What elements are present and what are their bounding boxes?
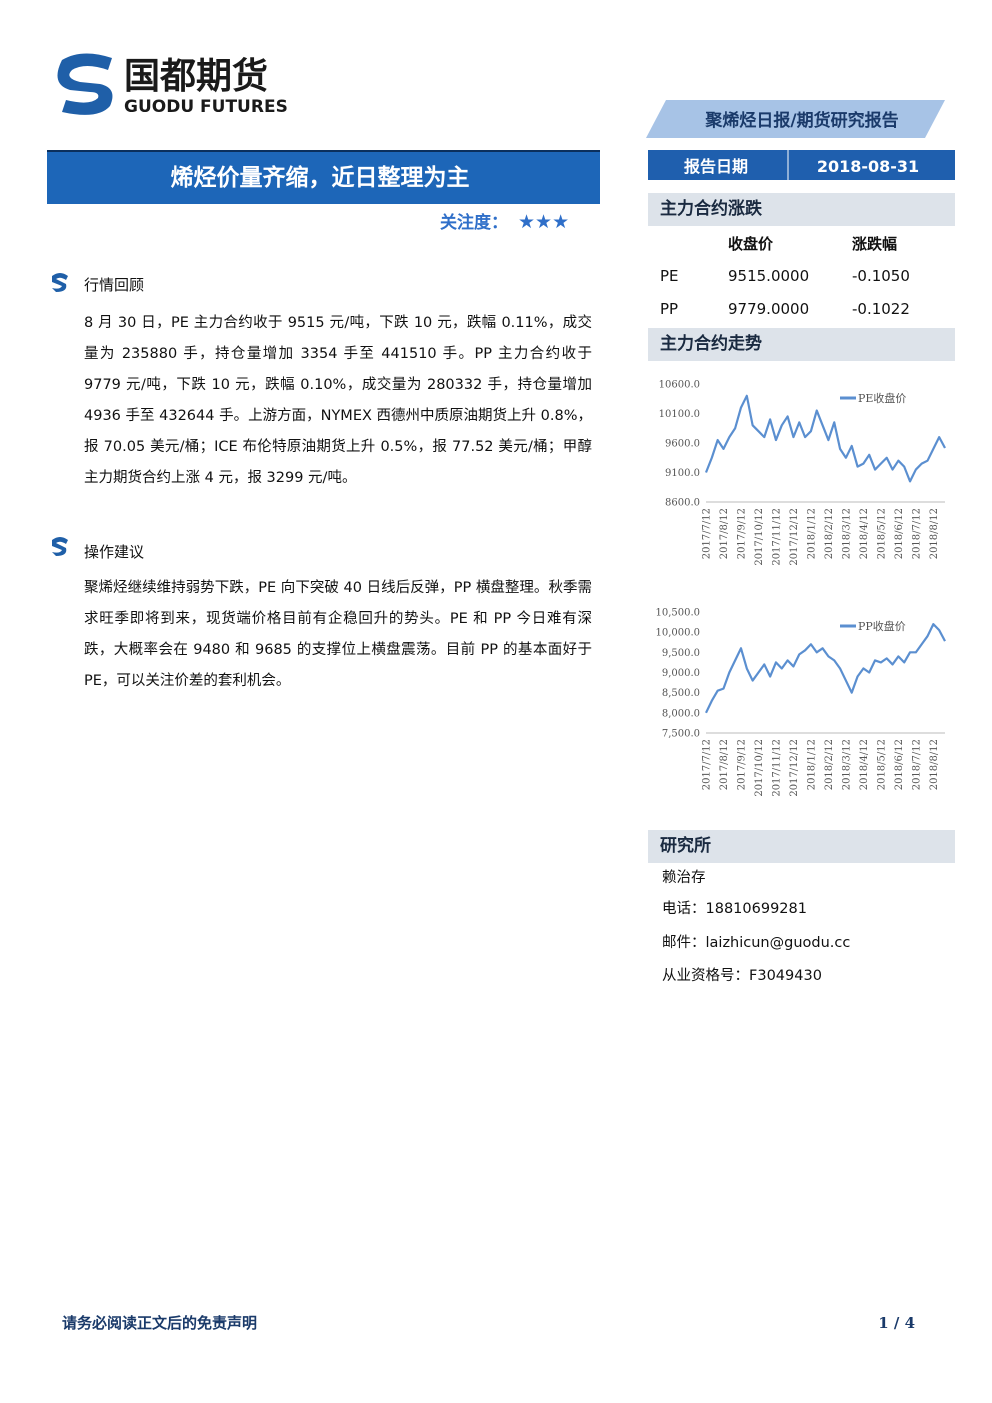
table-cell: PE — [660, 267, 679, 285]
legend-label: PE收盘价 — [858, 391, 906, 405]
email: 邮件：laizhicun@guodu.cc — [662, 935, 851, 951]
x-tick-label: 2017/8/12 — [719, 739, 730, 790]
price-line — [705, 623, 946, 714]
x-tick-label: 2017/12/12 — [789, 739, 800, 797]
y-tick-label: 8,500.0 — [662, 688, 700, 699]
y-tick-label: 10,500.0 — [655, 608, 700, 619]
section-heading: 行情回顾 — [84, 276, 145, 294]
x-tick-label: 2017/8/12 — [719, 508, 730, 559]
date-label: 报告日期 — [684, 157, 748, 176]
report-date: 2018-08-31 — [817, 157, 919, 176]
x-tick-label: 2018/3/12 — [841, 508, 852, 559]
table-cell: -0.1022 — [852, 300, 910, 318]
x-tick-label: 2017/10/12 — [754, 508, 765, 566]
x-tick-label: 2018/4/12 — [859, 739, 870, 790]
logo — [57, 53, 113, 115]
price-line — [704, 394, 946, 483]
section-header: 研究所 — [648, 830, 955, 863]
x-tick-label: 2018/1/12 — [806, 739, 817, 790]
x-tick-label: 2018/5/12 — [876, 508, 887, 559]
disclaimer: 请务必阅读正文后的免责声明 — [62, 1314, 257, 1332]
x-tick-label: 2018/3/12 — [841, 739, 852, 790]
y-tick-label: 9,500.0 — [662, 648, 700, 659]
section-heading: 操作建议 — [84, 543, 145, 561]
phone: 电话：18810699281 — [662, 901, 807, 917]
paragraph: 8 月 30 日，PE 主力合约收于 9515 元/吨，下跌 10 元，跌幅 0… — [84, 315, 592, 486]
section-header: 主力合约涨跌 — [648, 193, 955, 226]
title-bar — [47, 150, 600, 204]
x-tick-label: 2018/2/12 — [824, 739, 835, 790]
x-tick-label: 2017/7/12 — [702, 739, 713, 790]
x-tick-label: 2018/6/12 — [894, 739, 905, 790]
y-tick-label: 10,000.0 — [655, 628, 700, 639]
table-header: 收盘价 — [728, 235, 774, 253]
pe-chart: 8600.0 9100.0 9600.0 10100.0 10600.0 2017/7/1… — [659, 380, 946, 566]
y-tick-label: 9600.0 — [665, 439, 700, 450]
x-tick-label: 2018/5/12 — [876, 739, 887, 790]
x-tick-label: 2018/7/12 — [911, 739, 922, 790]
report-type: 聚烯烃日报/期货研究报告 — [704, 110, 898, 131]
table-cell: 9515.0000 — [728, 267, 810, 285]
x-tick-label: 2017/12/12 — [789, 508, 800, 566]
title: 烯烃价量齐缩，近日整理为主 — [171, 164, 470, 191]
logo-en: GUODU FUTURES — [124, 97, 288, 117]
y-tick-label: 9100.0 — [665, 468, 700, 479]
x-tick-label: 2017/11/12 — [771, 739, 782, 797]
legend-label: PP收盘价 — [858, 619, 906, 633]
section-header: 主力合约走势 — [648, 328, 955, 361]
x-tick-label: 2017/9/12 — [736, 739, 747, 790]
paragraph: 聚烯烃继续维持弱势下跌，PE 向下突破 40 日线后反弹，PP 横盘整理。秋季需… — [84, 580, 592, 689]
table-cell: -0.1050 — [852, 267, 910, 285]
section-icon — [52, 537, 68, 556]
x-tick-label: 2018/6/12 — [894, 508, 905, 559]
y-tick-label: 10100.0 — [659, 409, 700, 420]
y-tick-label: 9,000.0 — [662, 668, 700, 679]
report-type-banner — [646, 100, 945, 138]
y-tick-label: 10600.0 — [659, 380, 700, 391]
x-tick-label: 2018/2/12 — [824, 508, 835, 559]
x-tick-label: 2017/7/12 — [702, 508, 713, 559]
attention-label: 关注度： — [440, 212, 508, 233]
x-tick-label: 2018/8/12 — [929, 739, 940, 790]
x-tick-label: 2017/10/12 — [754, 739, 765, 797]
analyst-name: 赖治存 — [662, 870, 706, 886]
table-header: 涨跌幅 — [852, 235, 898, 253]
table-cell: PP — [660, 300, 679, 318]
y-tick-label: 7,500.0 — [662, 729, 700, 740]
page-number: 1 / 4 — [878, 1314, 915, 1332]
section-icon — [52, 273, 68, 292]
x-tick-label: 2018/4/12 — [859, 508, 870, 559]
y-tick-label: 8600.0 — [665, 498, 700, 509]
table-cell: 9779.0000 — [728, 300, 810, 318]
pp-chart: 7,500.0 8,000.0 8,500.0 9,000.0 9,500.0 10,00… — [655, 608, 946, 797]
x-tick-label: 2018/7/12 — [911, 508, 922, 559]
date-bar — [648, 150, 955, 180]
x-tick-label: 2018/1/12 — [806, 508, 817, 559]
x-tick-label: 2017/11/12 — [771, 508, 782, 566]
attention-stars: ★★★ — [518, 211, 569, 233]
x-tick-label: 2018/8/12 — [929, 508, 940, 559]
license: 从业资格号：F3049430 — [662, 968, 822, 984]
y-tick-label: 8,000.0 — [662, 708, 700, 719]
x-tick-label: 2017/9/12 — [736, 508, 747, 559]
logo-cn: 国都期货 — [124, 56, 268, 97]
